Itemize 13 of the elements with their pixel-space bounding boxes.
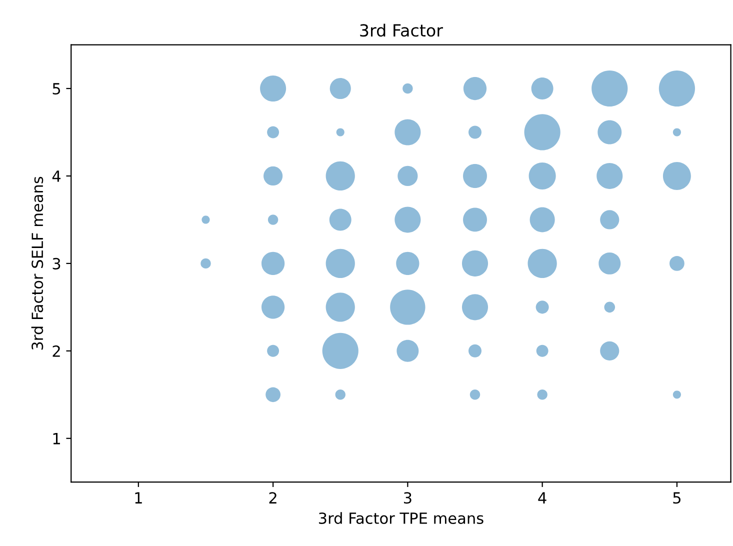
y-tick-label: 1 (53, 433, 60, 444)
x-tick-label: 1 (135, 492, 142, 504)
x-tick-label: 5 (673, 492, 680, 504)
x-tick-label: 4 (538, 492, 546, 504)
chart-title: 3rd Factor (360, 24, 443, 37)
y-tick-label: 5 (52, 83, 60, 95)
x-axis-title: 3rd Factor TPE means (318, 512, 484, 524)
x-tick-label: 2 (269, 492, 276, 504)
x-tick-label: 3 (404, 492, 412, 504)
y-axis-title: 3rd Factor SELF means (31, 176, 44, 350)
y-tick-label: 3 (52, 258, 60, 270)
y-tick-label: 4 (52, 170, 61, 182)
y-tick-label: 2 (52, 345, 60, 357)
